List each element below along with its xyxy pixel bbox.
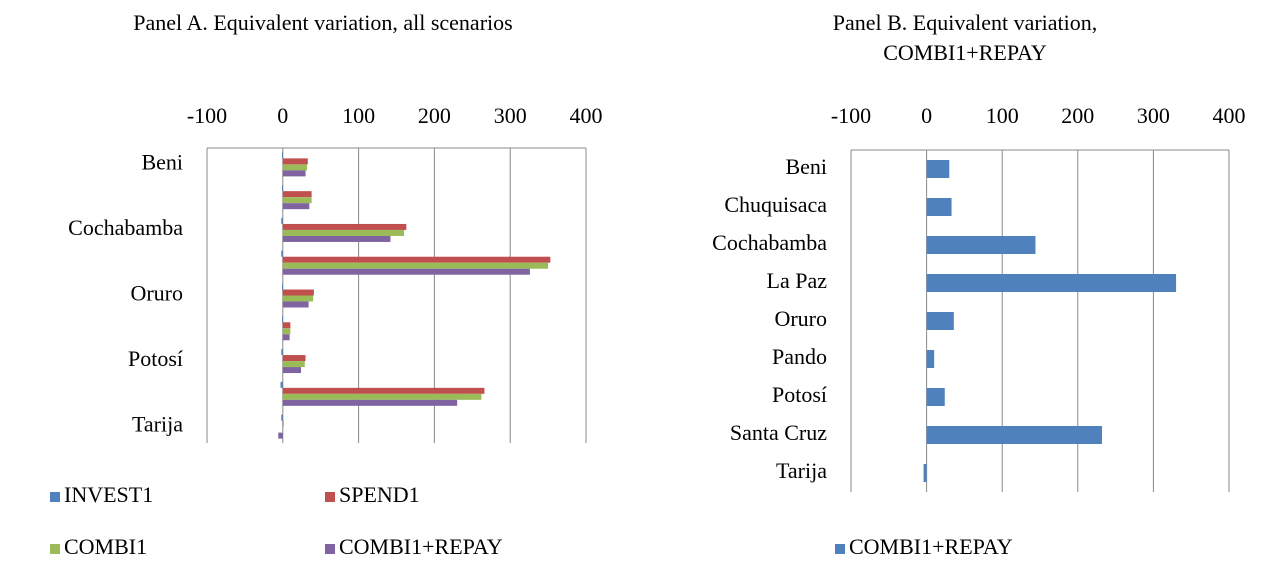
- bar: [282, 268, 530, 275]
- bar: [282, 197, 312, 204]
- y-tick-label: Oruro: [130, 281, 183, 306]
- bar: [281, 414, 283, 421]
- y-tick-label: Chuquisaca: [724, 192, 827, 217]
- bar: [926, 274, 1177, 292]
- x-tick-label: 200: [418, 103, 451, 128]
- x-tick-label: 300: [1137, 103, 1170, 128]
- y-tick-label: Pando: [772, 344, 827, 369]
- legend-swatch: [835, 544, 845, 554]
- bar: [923, 464, 927, 482]
- bar: [281, 250, 283, 257]
- legend-label: COMBI1: [64, 534, 147, 559]
- bar: [282, 256, 551, 263]
- bar: [282, 170, 306, 177]
- y-tick-label: Potosí: [772, 382, 827, 407]
- bar: [282, 361, 305, 368]
- y-tick-label: Beni: [785, 154, 827, 179]
- panel-b-title: Panel B. Equivalent variation, COMBI1+RE…: [832, 10, 1098, 65]
- y-tick-label: Cochabamba: [68, 215, 183, 240]
- bar: [282, 295, 314, 302]
- x-tick-label: -100: [187, 103, 227, 128]
- bar: [282, 262, 549, 269]
- legend-label: INVEST1: [64, 482, 153, 507]
- bar: [282, 334, 290, 341]
- x-tick-label: 0: [277, 103, 288, 128]
- bar: [282, 191, 312, 198]
- bar: [282, 420, 284, 427]
- legend-swatch: [325, 492, 335, 502]
- bar: [926, 198, 952, 216]
- y-tick-label: Oruro: [774, 306, 827, 331]
- bar: [278, 432, 283, 439]
- x-tick-label: 400: [570, 103, 603, 128]
- y-tick-label: Beni: [141, 149, 183, 174]
- bar: [282, 223, 407, 230]
- bar: [282, 283, 283, 290]
- bar: [926, 426, 1102, 444]
- bar: [282, 355, 306, 362]
- bar: [926, 160, 950, 178]
- bar: [282, 229, 405, 236]
- y-tick-label: La Paz: [767, 268, 828, 293]
- legend-label: SPEND1: [339, 482, 420, 507]
- bar: [282, 185, 283, 192]
- x-tick-label: 300: [494, 103, 527, 128]
- bar: [281, 349, 283, 356]
- legend-swatch: [50, 492, 60, 502]
- legend-label: COMBI1+REPAY: [339, 534, 503, 559]
- bar: [282, 367, 301, 374]
- bar: [282, 322, 291, 329]
- bar: [282, 235, 391, 242]
- y-tick-label: Potosí: [128, 346, 183, 371]
- bar: [282, 152, 283, 159]
- bar: [926, 312, 954, 330]
- panel-a-title: Panel A. Equivalent variation, all scena…: [133, 10, 513, 35]
- bar: [926, 350, 935, 368]
- bar: [926, 388, 945, 406]
- bar: [281, 217, 283, 224]
- bar: [282, 399, 458, 406]
- bar: [282, 328, 291, 335]
- x-tick-label: 100: [342, 103, 375, 128]
- y-tick-label: Cochabamba: [712, 230, 827, 255]
- bar: [282, 387, 485, 394]
- y-tick-label: Santa Cruz: [730, 420, 827, 445]
- bar: [280, 381, 283, 388]
- legend-swatch: [50, 544, 60, 554]
- x-tick-label: 200: [1061, 103, 1094, 128]
- bar: [282, 164, 308, 171]
- bar: [282, 393, 482, 400]
- x-tick-label: 100: [986, 103, 1019, 128]
- x-tick-label: -100: [831, 103, 871, 128]
- y-tick-label: Tarija: [132, 412, 183, 437]
- legend-label: COMBI1+REPAY: [849, 534, 1013, 559]
- x-tick-label: 0: [921, 103, 932, 128]
- bar: [926, 236, 1036, 254]
- bar: [282, 158, 308, 165]
- bar: [282, 203, 310, 210]
- x-tick-label: 400: [1213, 103, 1246, 128]
- bar: [282, 289, 314, 296]
- y-tick-label: Tarija: [776, 458, 827, 483]
- bar: [282, 316, 283, 323]
- bar: [282, 301, 309, 308]
- legend-swatch: [325, 544, 335, 554]
